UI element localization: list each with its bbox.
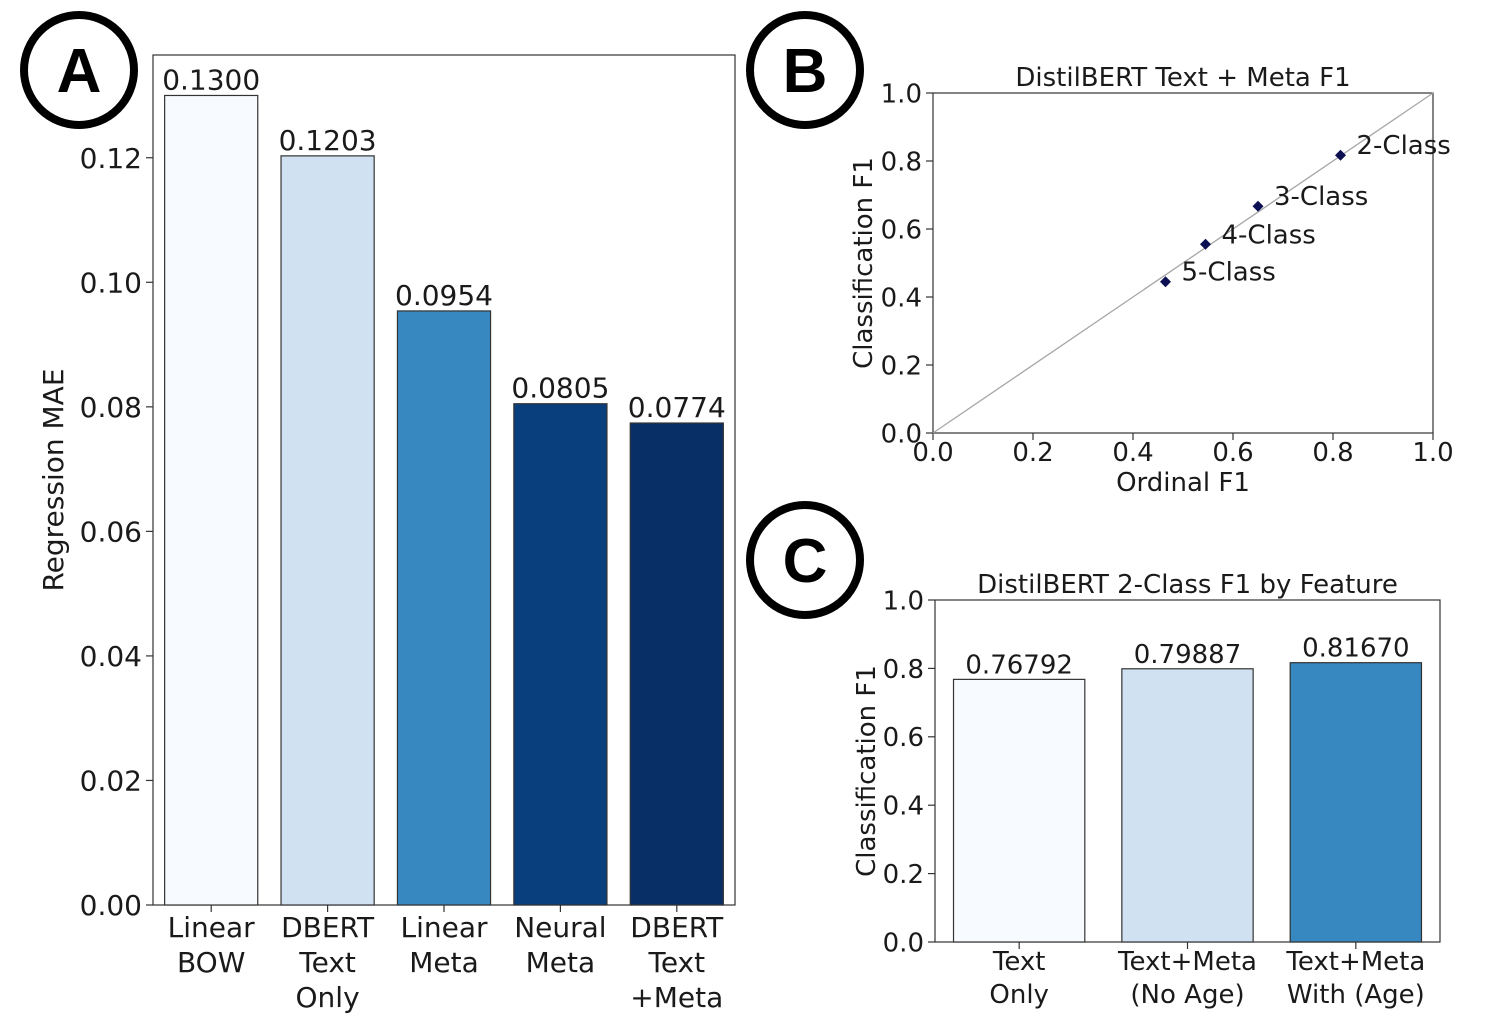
chart-c-y-axis-label: Classification F1 — [852, 665, 882, 877]
chart-c-bar — [1121, 668, 1254, 943]
chart-c-value-label: 0.76792 — [965, 650, 1073, 680]
chart-c-bar — [1289, 662, 1423, 943]
chart-a-bar — [629, 422, 724, 906]
chart-c-value-label: 0.79887 — [1134, 640, 1242, 670]
chart-a-x-tick-label: Meta — [526, 946, 596, 979]
chart-a-x-tick-label: Meta — [409, 946, 479, 979]
panel-letter-a-text: A — [57, 37, 102, 106]
chart-b-y-tick-label: 0.2 — [881, 351, 922, 381]
chart-a-x-tick-label: Text — [647, 946, 705, 979]
chart-a-x-tick-label: Neural — [514, 911, 606, 944]
chart-c-title: DistilBERT 2-Class F1 by Feature — [977, 570, 1398, 600]
chart-a-x-tick-label: Linear — [400, 911, 488, 944]
chart-c-x-tick-label: Text+Meta — [1285, 947, 1425, 977]
chart-c-x-tick-label: With (Age) — [1287, 980, 1425, 1010]
chart-b-point — [1252, 200, 1264, 212]
chart-c-value-label: 0.81670 — [1302, 634, 1410, 664]
chart-a-y-axis-label: Regression MAE — [37, 368, 70, 591]
chart-c-x-tick-label: (No Age) — [1130, 980, 1244, 1010]
chart-a-bar — [280, 155, 375, 906]
chart-a-y-tick-label: 0.06 — [80, 515, 142, 548]
chart-b-x-tick-label: 0.4 — [1112, 438, 1153, 468]
panel-letter-c: C — [746, 501, 864, 619]
chart-b-scatter-f1: 0.0 0.2 0.4 0.6 0.8 1.0 0.0 0.2 0.4 0.6 0.8 1.0 2-Cl… — [849, 63, 1454, 498]
chart-a-y-tick-label: 0.00 — [80, 889, 142, 922]
chart-b-point-label: 3-Class — [1274, 182, 1368, 212]
chart-b-diagonal-line — [932, 92, 1434, 434]
chart-a-value-label: 0.1203 — [279, 124, 377, 157]
chart-a-x-tick-label: Text — [298, 946, 356, 979]
chart-b-title: DistilBERT Text + Meta F1 — [1015, 63, 1350, 93]
chart-a-value-label: 0.0805 — [511, 372, 609, 405]
chart-b-x-tick-label: 0.6 — [1212, 438, 1253, 468]
chart-a-x-tick-label: DBERT — [281, 911, 375, 944]
chart-b-point-label: 2-Class — [1357, 131, 1451, 161]
chart-b-x-axis-label: Ordinal F1 — [1116, 468, 1250, 498]
panel-letter-a: A — [20, 11, 138, 129]
chart-a-value-label: 0.0774 — [628, 391, 726, 424]
chart-a-x-tick-label: BOW — [177, 946, 245, 979]
panel-letter-b: B — [746, 11, 864, 129]
panel-letter-b-text: B — [783, 37, 828, 106]
chart-a-y-tick-label: 0.10 — [80, 266, 142, 299]
chart-b-point-label: 5-Class — [1182, 258, 1276, 288]
chart-b-x-tick-label: 0.8 — [1312, 438, 1353, 468]
chart-b-y-tick-label: 0.4 — [881, 283, 922, 313]
chart-a-bar — [164, 94, 259, 906]
chart-b-y-axis-label: Classification F1 — [849, 157, 879, 369]
panel-letter-c-text: C — [783, 527, 828, 596]
chart-c-x-tick-label: Only — [989, 980, 1049, 1010]
chart-b-x-tick-label: 0.2 — [1012, 438, 1053, 468]
chart-a-x-tick-label: DBERT — [630, 911, 724, 944]
chart-b-point-label: 4-Class — [1222, 220, 1316, 250]
chart-a-value-label: 0.0954 — [395, 279, 493, 312]
chart-b-point — [1335, 149, 1346, 161]
chart-b-y-tick-label: 0.0 — [881, 419, 922, 449]
chart-b-x-tick-label: 0.0 — [912, 438, 953, 468]
chart-c-x-tick-label: Text+Meta — [1117, 947, 1257, 977]
chart-c-y-tick-label: 0.0 — [883, 928, 924, 958]
chart-b-point — [1200, 238, 1211, 250]
chart-c-y-tick-label: 0.8 — [883, 655, 924, 685]
chart-c-x-tick-label: Text — [992, 947, 1046, 977]
chart-a-y-tick-label: 0.04 — [80, 640, 142, 673]
chart-b-plot-frame — [932, 92, 1434, 434]
chart-a-y-tick-label: 0.02 — [80, 765, 142, 798]
chart-c-y-tick-label: 0.4 — [883, 792, 924, 822]
chart-b-y-tick-label: 0.6 — [881, 215, 922, 245]
chart-a-x-tick-label: Linear — [168, 911, 256, 944]
chart-c-bar — [952, 678, 1086, 943]
chart-a-y-tick-label: 0.08 — [80, 391, 142, 424]
chart-c-y-tick-label: 0.6 — [883, 723, 924, 753]
chart-a-regression-mae: 0.00 0.02 0.04 0.06 0.08 0.10 0.12 0.1300 Linear… — [37, 54, 736, 1014]
chart-c-y-tick-label: 0.2 — [883, 860, 924, 890]
chart-a-bar — [396, 310, 492, 906]
chart-b-x-tick-label: 1.0 — [1412, 438, 1453, 468]
chart-b-y-tick-label: 0.8 — [881, 147, 922, 177]
chart-a-x-tick-label: Only — [296, 981, 360, 1014]
chart-b-y-tick-label: 1.0 — [881, 79, 922, 109]
chart-c-y-tick-label: 1.0 — [883, 586, 924, 616]
chart-a-value-label: 0.1300 — [162, 63, 260, 96]
chart-a-y-tick-label: 0.12 — [80, 142, 142, 175]
chart-b-point — [1160, 276, 1171, 288]
chart-a-x-tick-label: +Meta — [630, 981, 723, 1014]
chart-a-bar — [513, 403, 608, 906]
